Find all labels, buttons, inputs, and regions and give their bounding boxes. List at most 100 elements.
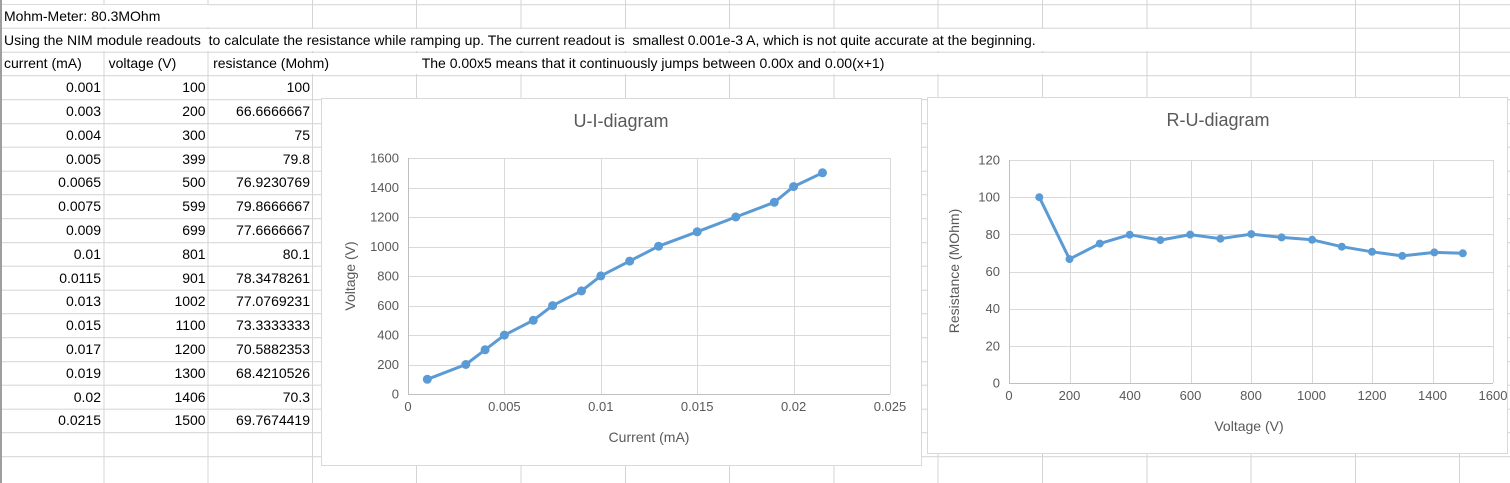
header-resistance[interactable]: resistance (Mohm) [209,52,420,75]
svg-text:0: 0 [392,387,399,402]
cell-r17c1[interactable]: 1406 [174,388,206,405]
cell-r17c2[interactable]: 70.3 [282,388,310,405]
cell-r6c1[interactable]: 300 [182,126,206,143]
svg-text:600: 600 [377,298,399,313]
y-axis-title: Resistance (MOhm) [946,209,962,333]
cell-r6c0[interactable]: 0.004 [65,126,101,143]
cell-r16c1[interactable]: 1300 [174,364,206,381]
svg-text:200: 200 [377,357,399,372]
cell-r13c0[interactable]: 0.013 [65,293,101,310]
cell-r14c0[interactable]: 0.015 [65,317,101,334]
cell-r12c0[interactable]: 0.0115 [59,269,101,286]
cell-r4c0[interactable]: 0.001 [65,79,101,96]
cell-e3-note[interactable]: The 0.00x5 means that it continuously ju… [418,52,1045,75]
header-voltage[interactable]: voltage (V) [108,55,177,72]
header-current[interactable]: current (mA) [4,55,82,72]
svg-text:800: 800 [1240,388,1262,403]
cell-r5c1[interactable]: 200 [182,103,206,120]
cell-r8c1[interactable]: 500 [182,174,206,191]
cell-r9c2[interactable]: 79.8666667 [236,198,310,215]
cell-r18c1[interactable]: 1500 [174,412,206,429]
ru-diagram-canvas: 0 200 400 600 800 1000 1200 1400 1600 0 20 40 60 80 10… [946,110,1507,434]
cell-r10c2[interactable]: 77.6666667 [236,222,310,239]
chart-title: R-U-diagram [1166,110,1269,130]
svg-text:0: 0 [404,399,411,414]
ui-diagram-canvas: 0 0.005 0.01 0.015 0.02 0.025 0 200 400 600 800 100… [342,111,906,445]
cell-r12c2[interactable]: 78.3478261 [236,269,310,286]
cell-r10c0[interactable]: 0.009 [65,222,101,239]
cell-r7c1[interactable]: 399 [182,150,206,167]
x-axis-title: Voltage (V) [1214,418,1283,434]
cell-r13c2[interactable]: 77.0769231 [236,293,310,310]
x-tick-labels: 0 200 400 600 800 1000 1200 1400 1600 [1005,388,1507,403]
axis-lines [1009,160,1493,384]
svg-text:1400: 1400 [370,180,399,195]
cell-r14c1[interactable]: 1100 [175,317,206,334]
y-tick-labels: 0 200 400 600 800 1000 1200 1400 1600 [370,151,399,402]
cell-r8c2[interactable]: 76.9230769 [236,174,310,191]
cell-r16c0[interactable]: 0.019 [65,364,101,381]
ui-diagram-chart[interactable]: 0 0.005 0.01 0.015 0.02 0.025 0 200 400 600 800 100… [321,98,922,466]
cell-r18c2[interactable]: 69.7674419 [236,412,310,429]
cell-a1-mohm-meter[interactable]: Mohm-Meter: 80.3MOhm [2,5,209,27]
ru-diagram-chart[interactable]: 0 200 400 600 800 1000 1200 1400 1600 0 20 40 60 80 10… [927,97,1508,454]
svg-text:400: 400 [1119,388,1141,403]
svg-text:40: 40 [986,301,1000,316]
svg-text:1400: 1400 [1418,388,1447,403]
cell-r13c1[interactable]: 1002 [174,293,206,310]
svg-text:0: 0 [1005,388,1012,403]
svg-text:0.02: 0.02 [781,399,806,414]
cell-r15c0[interactable]: 0.017 [65,341,101,358]
cell-r15c1[interactable]: 1200 [174,341,206,358]
chart-title: U-I-diagram [573,111,668,131]
cell-r14c2[interactable]: 73.3333333 [236,317,310,334]
svg-text:800: 800 [377,269,399,284]
svg-text:0: 0 [993,376,1000,391]
cell-r18c0[interactable]: 0.0215 [58,412,101,429]
cell-r15c2[interactable]: 70.5882353 [236,341,310,358]
cell-r7c2[interactable]: 79.8 [282,150,310,167]
cell-r8c0[interactable]: 0.0065 [58,174,101,191]
cell-a2-explanation[interactable]: Using the NIM module readouts to calcula… [2,28,1252,51]
svg-text:600: 600 [1180,388,1202,403]
y-axis-title: Voltage (V) [342,241,358,310]
svg-text:400: 400 [377,328,399,343]
svg-text:0.015: 0.015 [681,399,714,414]
svg-text:1200: 1200 [370,210,399,225]
axis-lines [408,158,890,395]
svg-text:1200: 1200 [1358,388,1387,403]
svg-text:0.005: 0.005 [488,399,521,414]
cell-r16c2[interactable]: 68.4210526 [236,364,310,381]
svg-text:200: 200 [1059,388,1081,403]
cell-r11c0[interactable]: 0.01 [73,245,101,262]
plot-gridlines [1009,160,1494,384]
cell-r17c0[interactable]: 0.02 [73,388,101,405]
svg-text:0.025: 0.025 [874,399,907,414]
cell-r11c1[interactable]: 801 [182,245,206,262]
svg-text:1000: 1000 [1297,388,1326,403]
cell-r12c1[interactable]: 901 [182,269,206,286]
series-markers [422,168,827,384]
svg-text:80: 80 [986,227,1000,242]
cell-r7c0[interactable]: 0.005 [65,150,101,167]
cell-r4c1[interactable]: 100 [182,79,206,96]
y-tick-labels: 0 20 40 60 80 100 120 [978,153,1000,391]
cell-r5c0[interactable]: 0.003 [65,103,101,120]
svg-text:1000: 1000 [370,239,399,254]
sheet-left-border [0,0,2,483]
x-tick-labels: 0 0.005 0.01 0.015 0.02 0.025 [404,399,906,414]
cell-r10c1[interactable]: 699 [182,222,206,239]
svg-text:100: 100 [978,190,1000,205]
svg-text:20: 20 [986,338,1000,353]
plot-gridlines [408,158,891,395]
cell-r4c2[interactable]: 100 [286,79,310,96]
svg-text:120: 120 [978,153,1000,168]
cell-r9c0[interactable]: 0.0075 [58,198,101,215]
cell-r5c2[interactable]: 66.6666667 [236,103,310,120]
cell-r11c2[interactable]: 80.1 [282,245,310,262]
cell-r9c1[interactable]: 599 [182,198,206,215]
svg-text:1600: 1600 [1479,388,1507,403]
series-markers [1035,193,1467,264]
cell-r6c2[interactable]: 75 [294,126,310,143]
